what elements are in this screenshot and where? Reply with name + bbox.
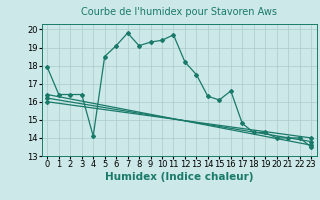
X-axis label: Humidex (Indice chaleur): Humidex (Indice chaleur) bbox=[105, 172, 253, 182]
Text: Courbe de l'humidex pour Stavoren Aws: Courbe de l'humidex pour Stavoren Aws bbox=[81, 7, 277, 17]
